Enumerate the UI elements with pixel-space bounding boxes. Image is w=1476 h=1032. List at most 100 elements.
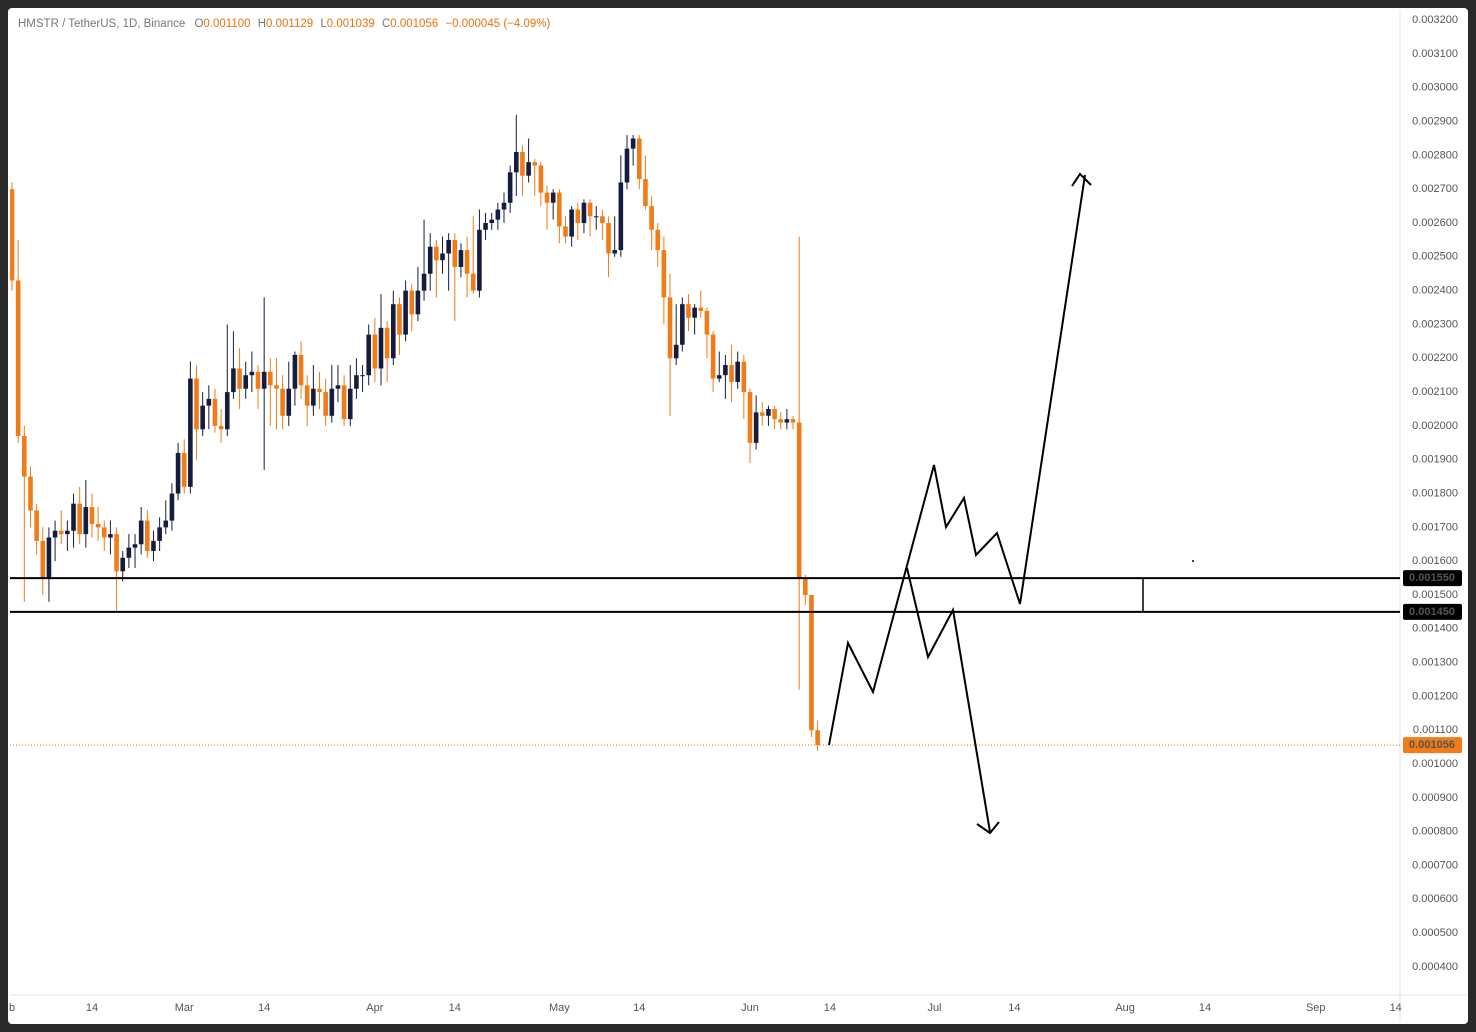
candle-body [366,334,372,376]
x-tick-label: 14 [86,1002,98,1014]
candle-body [421,273,427,291]
x-tick-label: Aug [1115,1002,1135,1014]
y-tick-label: 0.000800 [1412,826,1458,838]
y-tick-label: 0.001000 [1412,758,1458,770]
candle-body [311,388,316,406]
candle-body [661,250,667,298]
candle-body [138,520,144,545]
candle-body [323,392,328,416]
candle-body [58,530,64,535]
candle-body [686,304,691,318]
candle-body [347,388,353,420]
label: H [258,18,266,30]
candle-body [729,365,734,382]
y-tick-label: 0.000500 [1412,927,1458,939]
y-tick-label: 0.001800 [1412,487,1458,499]
candle-body [446,239,451,254]
value: 0.001100 [203,18,250,30]
y-tick-label: 0.002700 [1412,183,1458,195]
candle-body [163,520,169,528]
value: 0.001039 [327,18,375,30]
candle-body [630,138,636,149]
candle-body [809,594,814,731]
candle-body [101,527,107,538]
candle-body [237,368,242,389]
candle-body [304,385,310,406]
candle-body [649,206,654,230]
candle-body [557,192,562,227]
projection-down [906,567,991,833]
candle-body [735,361,740,382]
candle-body [65,530,70,535]
y-tick-label: 0.001700 [1412,521,1458,533]
candle-body [759,412,765,416]
y-tick-label: 0.001300 [1412,657,1458,669]
y-tick-label: 0.001900 [1412,454,1458,466]
candle-body [341,385,347,420]
candle-body [489,219,495,224]
y-tick-label: 0.002600 [1412,217,1458,229]
candle-body [452,239,458,267]
y-tick-label: 0.003100 [1412,48,1458,60]
y-tick-label: 0.001200 [1412,690,1458,702]
candle-body [188,378,193,487]
candle-body [532,162,538,166]
candle-body [415,290,421,315]
candle-body [563,226,568,237]
candle-body [28,476,33,511]
candle-body [458,250,464,267]
x-tick-label: 14 [449,1002,461,1014]
candle-body [513,152,519,173]
x-tick-label: 14 [1199,1002,1211,1014]
x-tick-label: b [9,1002,15,1014]
x-tick-label: 14 [258,1002,270,1014]
candle-body [495,209,501,220]
candle-body [716,375,722,379]
label: C [382,18,390,30]
candle-body [89,507,95,524]
candle-body [569,209,574,237]
candle-body [815,730,820,746]
candle-body [673,344,679,359]
arrow-head [976,821,1000,835]
y-tick-label: 0.002200 [1412,352,1458,364]
x-tick-label: Apr [366,1002,383,1014]
candle-body [636,138,642,180]
candle-body [747,392,753,443]
last-price-label: 0.001056 [1409,739,1455,751]
candle-body [704,310,710,335]
change: −0.000045 (−4.09%) [445,18,550,30]
candle-body [34,510,39,541]
x-tick-label: Mar [175,1002,194,1014]
level-label-bg [1403,570,1462,587]
candle-body [126,547,132,558]
candle-body [778,419,784,423]
candle-body [723,365,728,376]
y-tick-label: 0.002800 [1412,149,1458,161]
candle-body [606,223,611,254]
y-tick-label: 0.001100 [1413,724,1458,736]
arrow-head [1071,172,1092,187]
x-tick-label: 14 [1390,1002,1402,1014]
candle-body [329,388,335,416]
candle-body [575,209,581,224]
candle-body [280,388,285,416]
candle-body [655,229,661,251]
candle-body [483,223,488,230]
y-tick-label: 0.001500 [1412,589,1458,601]
drawings [828,172,1194,835]
candle-body [360,375,365,377]
y-tick-label: 0.000900 [1412,792,1458,804]
candle-body [212,398,218,426]
candle-body [507,172,513,203]
candle-body [550,192,556,203]
candle-body [83,507,89,535]
candle-body [77,503,82,535]
candle-body [218,425,224,430]
candle-body [175,452,181,494]
candle-body [200,405,205,430]
candle-body [427,246,433,274]
label: L [320,18,327,30]
